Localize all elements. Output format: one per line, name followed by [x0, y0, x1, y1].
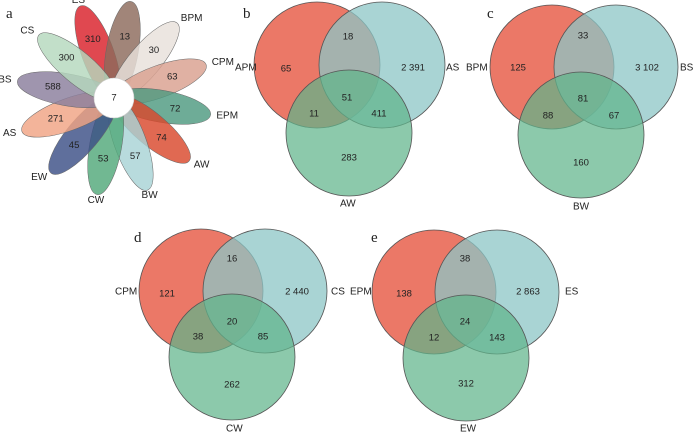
venn-c-bottom-circle [517, 71, 645, 199]
flower-petal-value: 63 [167, 71, 178, 82]
flower-petal-label: APM [121, 0, 143, 1]
flower-labels: 310 ES 13 APM 30 BPM 63 CPM 72 EPM 74 AW 57 BW 53 CW 45 E… [0, 0, 238, 206]
flower-petal-label: CS [20, 26, 34, 37]
flower-petal-label: BW [142, 190, 159, 201]
venn-e-left-bottom: 12 [429, 333, 440, 344]
venn-e-left-right: 38 [460, 254, 471, 265]
venn-c-left-right: 33 [578, 31, 589, 42]
venn-d-bottom-circle [168, 293, 296, 421]
flower-petal-value: 271 [48, 114, 64, 125]
flower-petal-label: CPM [212, 57, 234, 68]
venn-b-bottom-circle [285, 69, 413, 197]
venn-c-right-only: 3 102 [635, 63, 659, 74]
venn-d-left-label: CPM [115, 287, 137, 298]
venn-b-right-label: AS [446, 63, 460, 74]
venn-b-all: 51 [342, 93, 353, 104]
venn-c-bottom-only: 160 [573, 158, 589, 169]
venn-b-right-only: 2 391 [401, 63, 425, 74]
venn-d-bottom-only: 262 [224, 380, 240, 391]
venn-e-right-only: 2 863 [516, 287, 540, 298]
flower-petal-label: EPM [216, 111, 238, 122]
venn-c-bottom-label: BW [573, 202, 590, 213]
flower-petal-value: 57 [130, 151, 141, 162]
venn-b-left-only: 65 [281, 64, 292, 75]
venn-panel-d: d CPM CS CW 121 2 440 16 38 85 20 262 [115, 228, 345, 432]
flower-petals [17, 1, 211, 195]
venn-b-left-bottom: 11 [309, 109, 319, 120]
flower-petal-value: 300 [59, 53, 75, 64]
flower-petal-label: AW [194, 159, 210, 170]
venn-d-left-right: 16 [227, 254, 238, 265]
panel-letter-a: a [6, 6, 13, 22]
flower-petal-label: EW [31, 172, 48, 183]
flower-center-circle [93, 77, 135, 119]
venn-e-bottom-label: EW [460, 424, 477, 432]
panel-letter-d: d [134, 230, 142, 246]
panel-letter-b: b [243, 6, 251, 22]
venn-panel-c: c BPM BS BW 125 3 102 33 88 67 81 160 [466, 4, 694, 213]
venn-e-bottom-circle [402, 294, 530, 422]
flower-petal-value: 13 [120, 31, 131, 42]
venn-c-all: 81 [578, 94, 589, 105]
venn-e-right-label: ES [565, 287, 579, 298]
venn-e-bottom-only: 312 [458, 379, 474, 390]
venn-c-left-only: 125 [510, 63, 526, 74]
flower-petal-label: CW [88, 195, 105, 206]
venn-d-left-bottom: 38 [193, 332, 204, 343]
venn-c-right-label: BS [680, 63, 694, 74]
flower-petal-value: 310 [85, 34, 101, 45]
venn-d-right-bottom: 85 [258, 332, 269, 343]
venn-e-left-only: 138 [396, 289, 412, 300]
flower-petal-label: ES [72, 0, 86, 6]
flower-petal-label: BPM [181, 13, 203, 24]
flower-petal-label: BS [0, 74, 12, 85]
venn-d-right-label: CS [331, 287, 345, 298]
venn-d-bottom-label: CW [226, 424, 243, 432]
venn-d-right-only: 2 440 [285, 287, 309, 298]
venn-b-bottom-only: 283 [341, 153, 357, 164]
panel-letter-e: e [371, 230, 378, 246]
venn-b-bottom-label: AW [340, 199, 356, 210]
flower-petal-value: 588 [45, 82, 61, 93]
flower-center-value: 7 [111, 93, 116, 104]
flower-petal-value: 72 [170, 103, 181, 114]
venn-b-left-label: APM [235, 63, 257, 74]
venn-e-right-bottom: 143 [489, 333, 505, 344]
venn-e-left-label: EPM [350, 287, 372, 298]
flower-petal-value: 74 [156, 132, 167, 143]
venn-b-left-right: 18 [343, 32, 354, 43]
flower-petal-label: AS [3, 128, 17, 139]
flower-petal-value: 53 [98, 154, 109, 165]
venn-panel-e: e EPM ES EW 138 2 863 38 12 143 24 312 [350, 229, 579, 432]
venn-c-left-label: BPM [466, 63, 488, 74]
flower-panel: a 7 310 ES 13 APM 30 BPM 63 CPM 72 EPM 74 AW 57 BW 53 C… [0, 0, 238, 206]
flower-petal-value: 30 [149, 45, 160, 56]
venn-c-left-bottom: 88 [543, 111, 554, 122]
venn-b-right-bottom: 411 [371, 109, 386, 120]
flower-petal-value: 45 [69, 140, 80, 151]
venn-d-left-only: 121 [159, 289, 175, 300]
panel-letter-c: c [487, 6, 494, 22]
venn-e-all: 24 [460, 317, 471, 328]
venn-c-right-bottom: 67 [609, 111, 620, 122]
venn-panel-b: b APM AS AW 65 2 391 18 11 411 51 283 [235, 1, 460, 210]
venn-d-all: 20 [227, 317, 238, 328]
